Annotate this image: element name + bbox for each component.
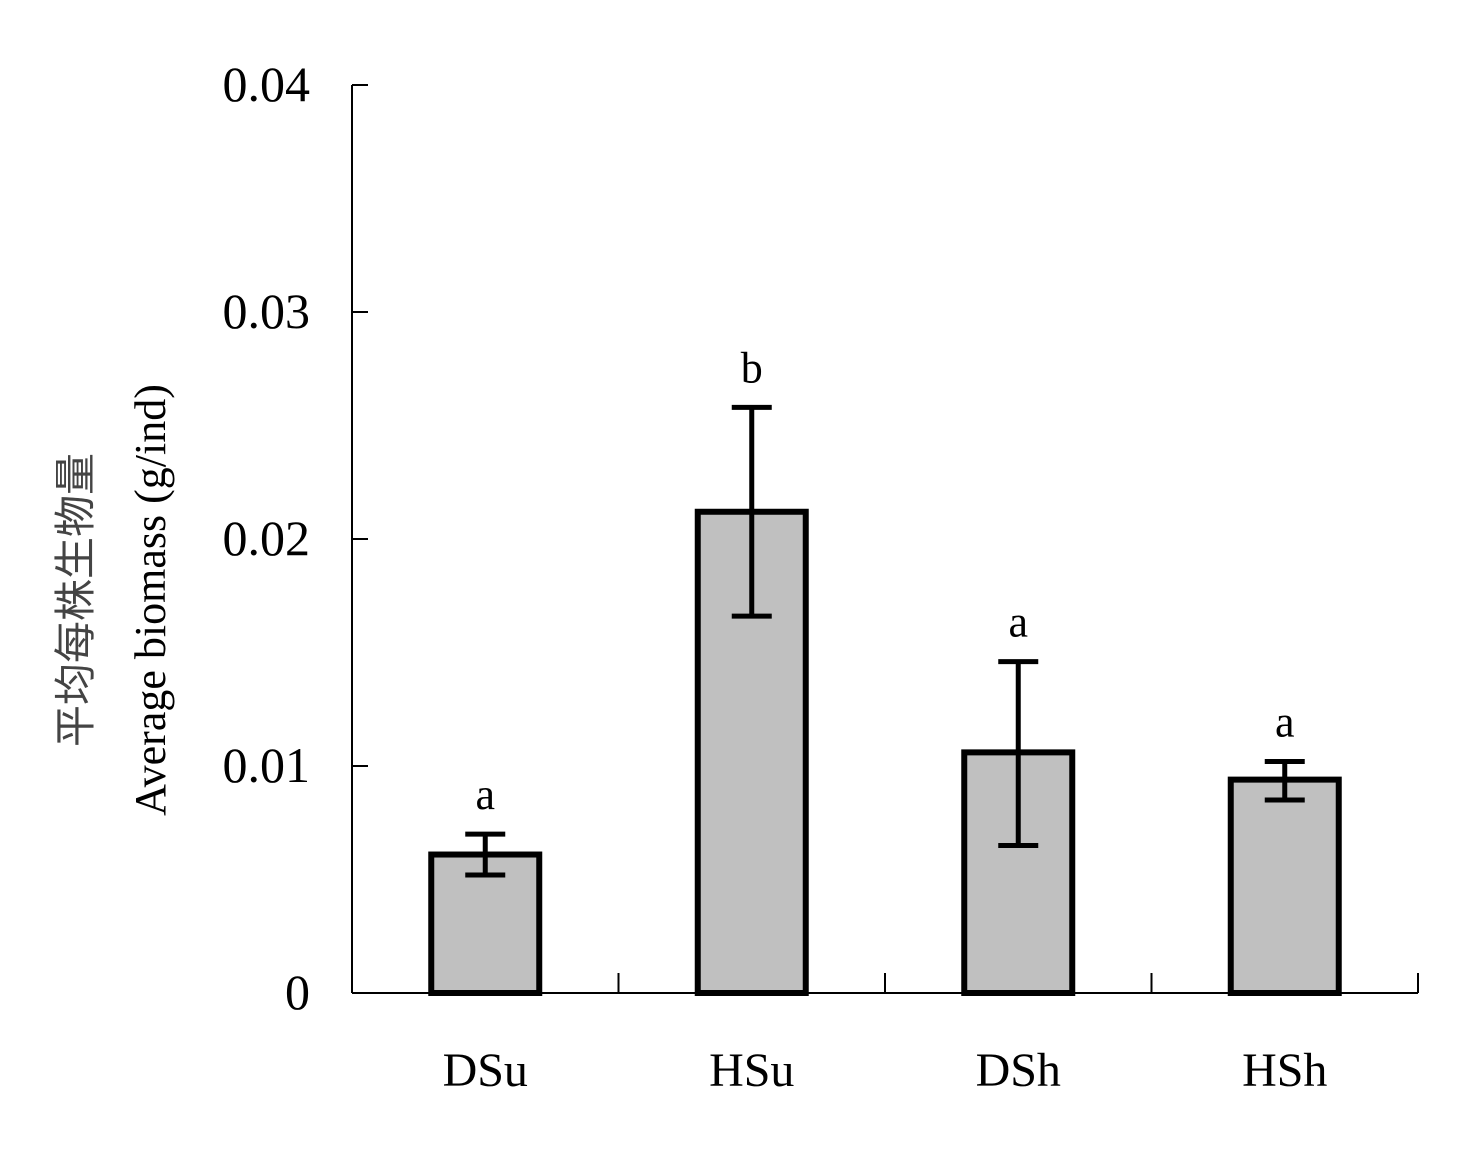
x-category-label: HSh [1242, 1044, 1327, 1097]
significance-label: a [1275, 697, 1295, 746]
y-axis-title-chinese: 平均每株生物量 [51, 453, 100, 747]
x-category-label: DSu [443, 1044, 528, 1097]
y-tick-label: 0 [285, 964, 310, 1020]
bar-hsh [1227, 776, 1342, 996]
labels: 0 0.01 0.02 0.03 0.04 a DSu b HSu a DSh a HSh [223, 56, 1328, 1097]
x-category-label: HSu [709, 1044, 794, 1097]
x-category-label: DSh [976, 1044, 1061, 1097]
significance-label: a [475, 770, 495, 819]
significance-label: a [1008, 598, 1028, 647]
y-tick-label: 0.02 [223, 510, 311, 566]
y-axis-title: Average biomass (g/ind) [126, 384, 175, 816]
significance-label: b [741, 343, 763, 392]
y-tick-label: 0.01 [223, 737, 311, 793]
y-tick-label: 0.03 [223, 283, 311, 339]
y-axis-titles: 平均每株生物量 Average biomass (g/ind) [51, 384, 175, 816]
error-bars [465, 404, 1305, 878]
y-tick-label: 0.04 [223, 56, 311, 112]
bar-dsu [428, 851, 543, 997]
bars [428, 508, 1342, 997]
